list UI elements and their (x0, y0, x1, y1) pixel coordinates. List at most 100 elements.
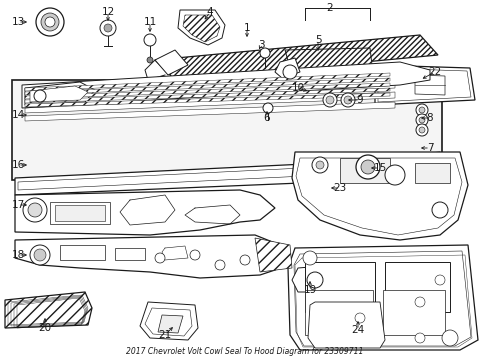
Polygon shape (5, 292, 92, 328)
Polygon shape (178, 10, 224, 45)
Polygon shape (25, 93, 389, 107)
Bar (12, 80, 441, 180)
Polygon shape (287, 245, 477, 350)
Text: 3: 3 (257, 40, 264, 50)
Bar (382, 290, 444, 335)
Bar (115, 248, 145, 260)
Text: 11: 11 (143, 17, 156, 27)
Circle shape (315, 161, 324, 169)
Polygon shape (411, 155, 441, 168)
Polygon shape (15, 235, 289, 278)
Bar (55, 205, 105, 221)
Text: 23: 23 (333, 183, 346, 193)
Polygon shape (25, 82, 394, 105)
Polygon shape (274, 58, 299, 78)
Text: 17: 17 (11, 200, 24, 210)
Polygon shape (293, 251, 470, 346)
Polygon shape (25, 78, 389, 95)
Text: 1: 1 (243, 23, 250, 33)
Bar (50, 202, 110, 224)
Circle shape (34, 90, 46, 102)
Circle shape (311, 157, 327, 173)
Circle shape (263, 103, 272, 113)
Circle shape (384, 165, 404, 185)
Circle shape (415, 104, 427, 116)
Circle shape (41, 13, 59, 31)
Polygon shape (409, 152, 444, 170)
Circle shape (190, 250, 200, 260)
Circle shape (28, 203, 42, 217)
Polygon shape (285, 48, 371, 78)
Text: 14: 14 (11, 110, 24, 120)
Circle shape (354, 313, 364, 323)
Circle shape (434, 275, 444, 285)
Circle shape (147, 57, 153, 63)
Polygon shape (155, 35, 437, 80)
Circle shape (418, 117, 424, 123)
Polygon shape (25, 102, 394, 121)
Circle shape (303, 251, 316, 265)
Text: 15: 15 (373, 163, 386, 173)
Circle shape (414, 333, 424, 343)
Circle shape (155, 253, 164, 263)
Text: 12: 12 (101, 7, 114, 17)
Polygon shape (414, 75, 444, 95)
Polygon shape (254, 238, 291, 272)
Text: 5: 5 (314, 35, 321, 45)
Text: 20: 20 (39, 323, 51, 333)
Polygon shape (291, 265, 341, 292)
Circle shape (418, 127, 424, 133)
Text: 19: 19 (303, 285, 316, 295)
Circle shape (441, 330, 457, 346)
Circle shape (283, 65, 296, 79)
Circle shape (143, 34, 156, 46)
Circle shape (325, 96, 333, 104)
Polygon shape (25, 92, 394, 113)
Circle shape (34, 249, 46, 261)
Polygon shape (145, 308, 192, 336)
Polygon shape (25, 72, 394, 98)
Circle shape (340, 93, 354, 107)
Circle shape (306, 272, 323, 288)
Bar (414, 163, 449, 183)
Polygon shape (25, 88, 389, 103)
Text: 10: 10 (291, 83, 304, 93)
Circle shape (343, 96, 351, 104)
Circle shape (100, 20, 116, 36)
Circle shape (360, 160, 374, 174)
Polygon shape (25, 73, 389, 91)
Text: 16: 16 (11, 160, 24, 170)
Polygon shape (155, 50, 187, 75)
Text: 13: 13 (11, 17, 24, 27)
Polygon shape (15, 190, 274, 235)
Polygon shape (25, 82, 95, 105)
Polygon shape (15, 158, 434, 195)
Polygon shape (140, 302, 198, 340)
Circle shape (30, 245, 50, 265)
Text: 2: 2 (326, 3, 333, 13)
Text: 6: 6 (263, 113, 270, 123)
Bar (305, 290, 372, 335)
Polygon shape (183, 15, 220, 42)
Polygon shape (291, 152, 467, 240)
Bar (384, 262, 449, 312)
Polygon shape (377, 68, 470, 102)
Text: 21: 21 (158, 330, 171, 340)
Bar (339, 158, 389, 183)
Circle shape (414, 297, 424, 307)
Polygon shape (374, 65, 474, 105)
Circle shape (418, 107, 424, 113)
Circle shape (415, 124, 427, 136)
Circle shape (45, 17, 55, 27)
Circle shape (415, 114, 427, 126)
Circle shape (240, 255, 249, 265)
Text: 2017 Chevrolet Volt Cowl Seal To Hood Diagram for 23309711: 2017 Chevrolet Volt Cowl Seal To Hood Di… (125, 347, 363, 356)
Text: 7: 7 (426, 143, 432, 153)
Circle shape (323, 93, 336, 107)
Polygon shape (18, 162, 427, 190)
Text: 18: 18 (11, 250, 24, 260)
Text: 24: 24 (351, 325, 364, 335)
Polygon shape (25, 83, 389, 99)
Text: 22: 22 (427, 67, 441, 77)
Text: 9: 9 (356, 95, 363, 105)
